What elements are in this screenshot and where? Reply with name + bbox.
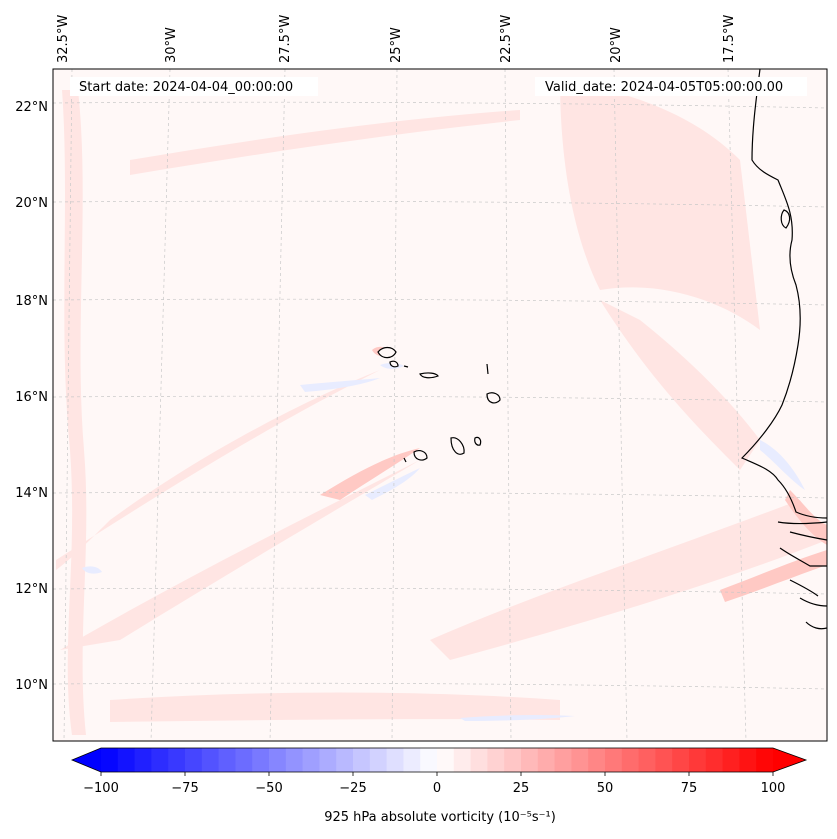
colorbar-swatch (117, 748, 136, 772)
africa-coastline (740, 69, 827, 519)
colorbar-tick-label: −100 (83, 781, 119, 796)
colorbar-label: 925 hPa absolute vorticity (10⁻⁵s⁻¹) (324, 810, 556, 825)
colorbar-ticks (100, 772, 774, 776)
colorbar-tick-label: 0 (433, 781, 441, 796)
latitude-labels: 22°N 20°N 18°N 16°N 14°N 12°N 10°N (15, 100, 48, 693)
colorbar-swatch (504, 748, 522, 772)
lat-label: 12°N (15, 582, 48, 597)
lat-label: 22°N (15, 100, 48, 115)
colorbar-swatch (638, 748, 656, 772)
colorbar-high-extension (773, 748, 806, 772)
colorbar-swatch (705, 748, 724, 772)
colorbar-swatch (151, 748, 169, 772)
colorbar-swatch (554, 748, 572, 772)
colorbar-swatch (621, 748, 640, 772)
longitude-labels: 32.5°W 30°W 27.5°W 25°W 22.5°W 20°W 17.5… (56, 15, 737, 63)
colorbar-tick-labels: −100 −75 −50 −25 0 25 50 75 100 (83, 781, 785, 796)
colorbar-tick-label: 25 (513, 781, 530, 796)
colorbar-swatch (470, 748, 488, 772)
lat-label: 14°N (15, 486, 48, 501)
colorbar-swatch (756, 748, 774, 772)
colorbar-swatch (386, 748, 404, 772)
colorbar-tick-label: 50 (597, 781, 614, 796)
vorticity-field (56, 80, 827, 735)
lon-label: 20°W (609, 27, 624, 63)
coastlines (740, 69, 827, 630)
gridlines (53, 69, 827, 741)
lat-label: 10°N (15, 678, 48, 693)
lon-label: 27.5°W (278, 15, 293, 63)
colorbar-low-extension (72, 748, 101, 772)
lat-label: 16°N (15, 390, 48, 405)
colorbar-swatches (101, 748, 774, 772)
colorbar-swatch (336, 748, 354, 772)
colorbar-swatch (588, 748, 606, 772)
colorbar-swatch (689, 748, 707, 772)
colorbar: −100 −75 −50 −25 0 25 50 75 100 925 hPa … (70, 747, 808, 825)
valid-date-box (535, 77, 807, 96)
colorbar-swatch (353, 748, 371, 772)
colorbar-swatch (420, 748, 438, 772)
vorticity-field-negative (82, 362, 805, 721)
colorbar-tick-label: −25 (339, 781, 366, 796)
colorbar-swatch (185, 748, 203, 772)
lon-label: 25°W (389, 27, 404, 63)
colorbar-swatch (487, 748, 505, 772)
colorbar-tick-label: −75 (171, 781, 198, 796)
colorbar-swatch (302, 748, 320, 772)
colorbar-swatch (722, 748, 740, 772)
colorbar-swatch (201, 748, 220, 772)
colorbar-swatch (739, 748, 757, 772)
colorbar-swatch (168, 748, 186, 772)
colorbar-tick-label: 75 (681, 781, 698, 796)
colorbar-swatch (537, 748, 556, 772)
lon-label: 22.5°W (499, 15, 514, 63)
colorbar-swatch (605, 748, 623, 772)
lat-label: 20°N (15, 196, 48, 211)
islands (377, 346, 501, 463)
colorbar-tick-label: −50 (255, 781, 282, 796)
colorbar-swatch (269, 748, 287, 772)
lon-label: 30°W (164, 27, 179, 63)
start-date-text: Start date: 2024-04-04_00:00:00 (79, 80, 293, 95)
colorbar-swatch (453, 748, 472, 772)
colorbar-swatch (571, 748, 589, 772)
colorbar-swatch (252, 748, 270, 772)
colorbar-swatch (655, 748, 673, 772)
colorbar-swatch (285, 748, 304, 772)
colorbar-swatch (134, 748, 152, 772)
colorbar-swatch (672, 748, 690, 772)
colorbar-swatch (235, 748, 253, 772)
lat-label: 18°N (15, 294, 48, 309)
valid-date-text: Valid_date: 2024-04-05T05:00:00.00 (545, 80, 783, 95)
colorbar-swatch (218, 748, 236, 772)
lon-label: 32.5°W (56, 15, 71, 63)
colorbar-tick-label: 100 (761, 781, 786, 796)
map-frame (52, 68, 828, 742)
colorbar-swatch (369, 748, 388, 772)
colorbar-swatch (403, 748, 421, 772)
lon-label: 17.5°W (722, 15, 737, 63)
colorbar-swatch (437, 748, 455, 772)
colorbar-swatch (521, 748, 539, 772)
colorbar-swatch (101, 748, 119, 772)
start-date-box (70, 77, 318, 96)
map-panel (53, 69, 827, 741)
colorbar-swatch (319, 748, 337, 772)
